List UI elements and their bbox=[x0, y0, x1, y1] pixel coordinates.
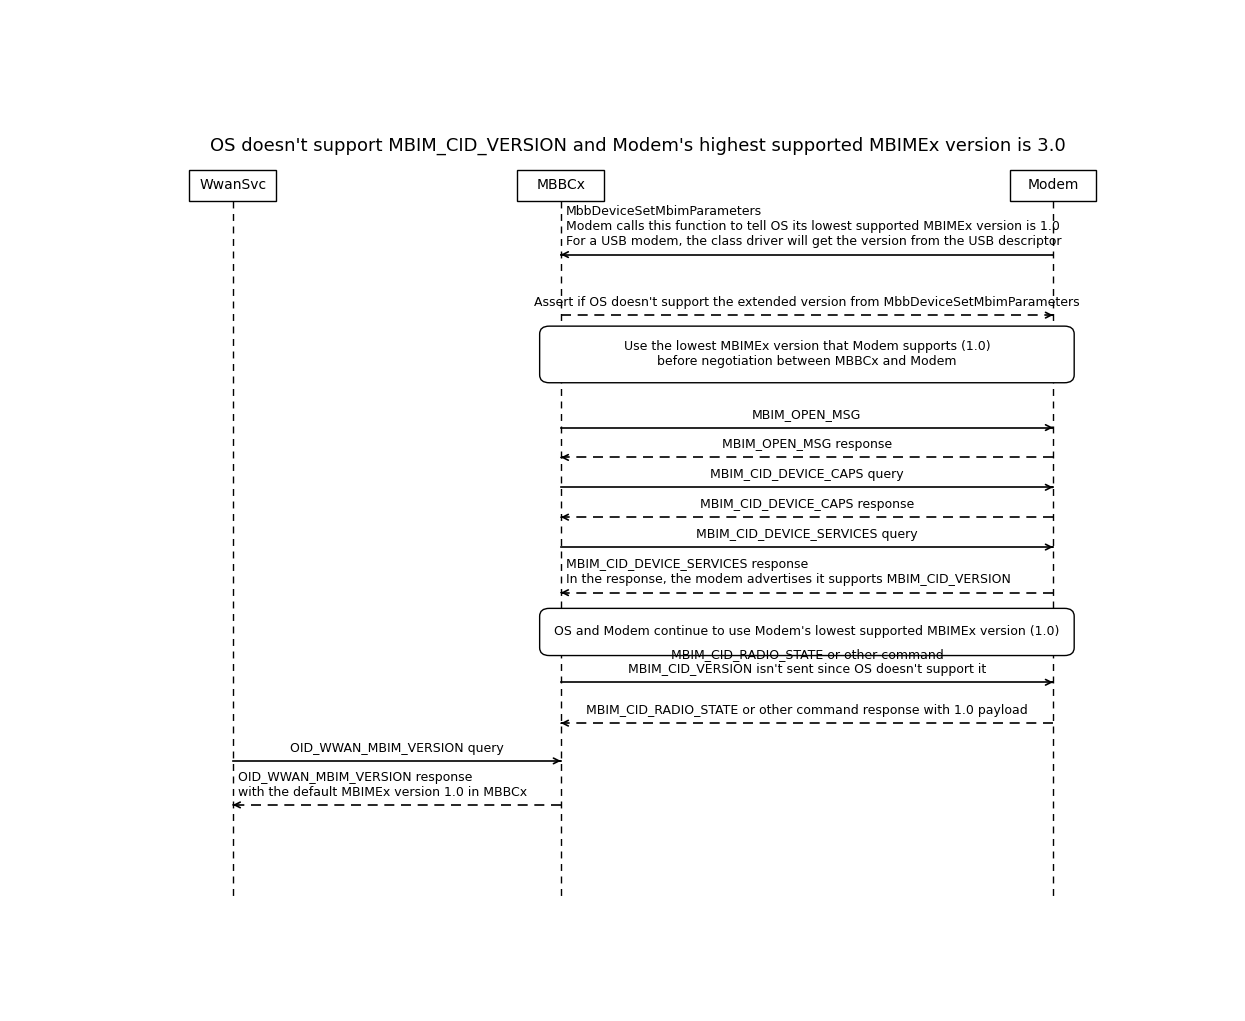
Text: MBIM_CID_DEVICE_SERVICES query: MBIM_CID_DEVICE_SERVICES query bbox=[696, 528, 918, 541]
Text: MbbDeviceSetMbimParameters
Modem calls this function to tell OS its lowest suppo: MbbDeviceSetMbimParameters Modem calls t… bbox=[565, 205, 1061, 248]
Text: MBIM_OPEN_MSG response: MBIM_OPEN_MSG response bbox=[722, 438, 891, 451]
Text: MBIM_CID_RADIO_STATE or other command response with 1.0 payload: MBIM_CID_RADIO_STATE or other command re… bbox=[586, 703, 1028, 717]
Text: Modem: Modem bbox=[1027, 179, 1078, 192]
Text: MBIM_CID_RADIO_STATE or other command
MBIM_CID_VERSION isn't sent since OS doesn: MBIM_CID_RADIO_STATE or other command MB… bbox=[627, 648, 986, 676]
Text: MBIM_CID_DEVICE_CAPS response: MBIM_CID_DEVICE_CAPS response bbox=[700, 498, 914, 510]
Text: Assert if OS doesn't support the extended version from MbbDeviceSetMbimParameter: Assert if OS doesn't support the extende… bbox=[534, 296, 1079, 308]
FancyBboxPatch shape bbox=[189, 169, 276, 201]
FancyBboxPatch shape bbox=[539, 326, 1074, 383]
FancyBboxPatch shape bbox=[539, 609, 1074, 655]
Text: WwanSvc: WwanSvc bbox=[199, 179, 266, 192]
FancyBboxPatch shape bbox=[1010, 169, 1097, 201]
FancyBboxPatch shape bbox=[518, 169, 604, 201]
Text: MBIM_OPEN_MSG: MBIM_OPEN_MSG bbox=[752, 408, 862, 422]
Text: OS and Modem continue to use Modem's lowest supported MBIMEx version (1.0): OS and Modem continue to use Modem's low… bbox=[554, 626, 1059, 638]
Text: MBIM_CID_DEVICE_CAPS query: MBIM_CID_DEVICE_CAPS query bbox=[710, 468, 904, 481]
Text: OID_WWAN_MBIM_VERSION query: OID_WWAN_MBIM_VERSION query bbox=[290, 741, 504, 755]
Text: OID_WWAN_MBIM_VERSION response
with the default MBIMEx version 1.0 in MBBCx: OID_WWAN_MBIM_VERSION response with the … bbox=[238, 771, 527, 798]
Text: MBBCx: MBBCx bbox=[537, 179, 585, 192]
Text: OS doesn't support MBIM_CID_VERSION and Modem's highest supported MBIMEx version: OS doesn't support MBIM_CID_VERSION and … bbox=[210, 137, 1066, 155]
Text: Use the lowest MBIMEx version that Modem supports (1.0)
before negotiation betwe: Use the lowest MBIMEx version that Modem… bbox=[624, 340, 990, 369]
Text: MBIM_CID_DEVICE_SERVICES response
In the response, the modem advertises it suppo: MBIM_CID_DEVICE_SERVICES response In the… bbox=[565, 558, 1011, 586]
